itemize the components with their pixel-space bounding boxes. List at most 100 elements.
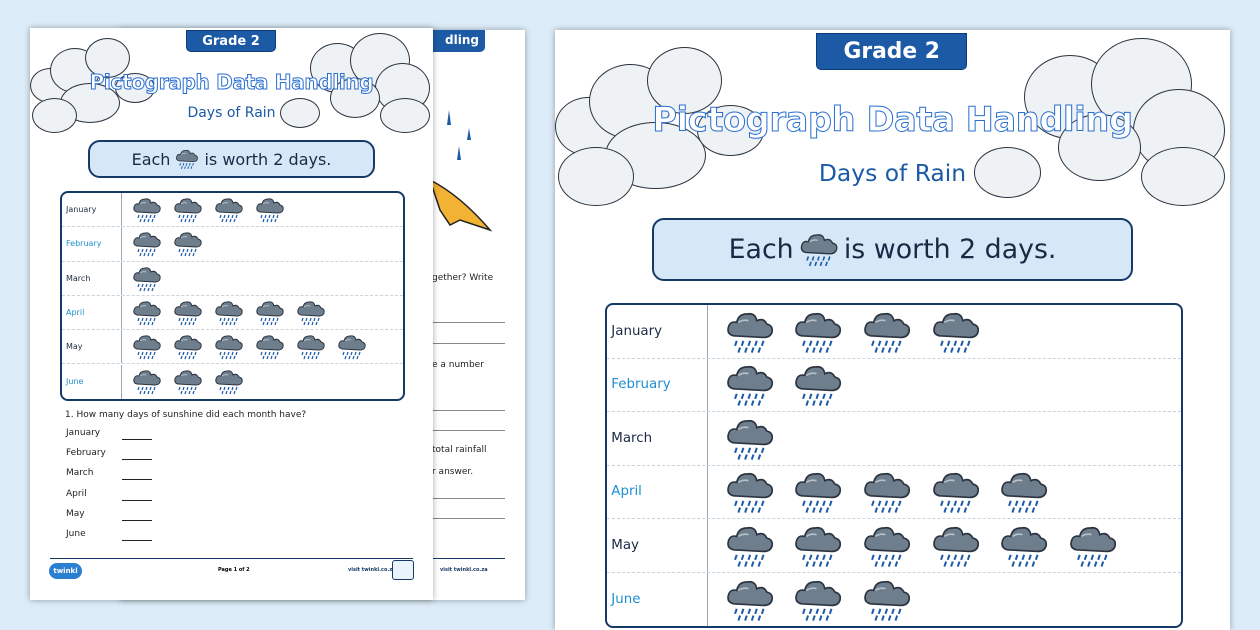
- answer-blank[interactable]: [122, 459, 152, 461]
- rain-cloud-icon: [256, 198, 284, 223]
- site-link: visit twinkl.co.za: [440, 567, 488, 573]
- key-suffix: is worth 2 days.: [843, 233, 1057, 265]
- worksheet: Grade 2 Pictograph Data Handling Days of…: [30, 28, 433, 600]
- key-prefix: Each: [131, 149, 171, 169]
- pictograph-icons: [122, 333, 367, 360]
- rain-cloud-icon: [726, 526, 773, 567]
- pictograph-icons: [122, 230, 203, 257]
- table-row: June: [62, 364, 403, 399]
- pictograph-icons: [122, 368, 244, 395]
- rain-cloud-icon: [726, 419, 773, 460]
- answer-month-label: March: [66, 468, 94, 479]
- answer-blank[interactable]: [122, 540, 152, 541]
- cloud-icon: [697, 105, 765, 156]
- table-row: May: [607, 519, 1182, 573]
- rain-cloud-icon: [174, 301, 202, 326]
- cloud-icon: [280, 98, 320, 128]
- rain-cloud-icon: [256, 335, 284, 360]
- rain-cloud-icon: [1001, 526, 1048, 567]
- rain-cloud-icon: [133, 198, 161, 223]
- rain-cloud-icon: [297, 301, 325, 326]
- text-fragment: total rainfall: [432, 445, 487, 455]
- rain-cloud-icon: [932, 526, 979, 567]
- month-label: January: [607, 305, 708, 358]
- rain-cloud-icon: [215, 335, 243, 360]
- cloud-icon: [558, 147, 634, 206]
- twinkl-logo: twinkl: [49, 563, 82, 579]
- rain-cloud-icon: [726, 473, 773, 514]
- pictograph-table: January February March April May June: [605, 303, 1184, 628]
- table-row: March: [62, 261, 403, 296]
- pictograph-icons: [708, 362, 844, 407]
- month-label: April: [62, 295, 122, 330]
- answer-blank[interactable]: [122, 479, 152, 481]
- month-label: May: [607, 519, 708, 572]
- rain-cloud-icon: [174, 198, 202, 223]
- pictograph-icons: [122, 265, 162, 292]
- pictograph-icons: [708, 309, 981, 354]
- month-label: June: [607, 572, 708, 626]
- rain-cloud-icon: [726, 580, 773, 621]
- grade-badge: Grade 2: [816, 33, 968, 71]
- answer-month-label: February: [66, 448, 106, 459]
- worksheet-page-1: Grade 2 Pictograph Data Handling Days of…: [30, 28, 433, 600]
- pictograph-icons: [122, 299, 326, 326]
- rain-cloud-icon: [795, 312, 842, 353]
- key-suffix: is worth 2 days.: [204, 149, 332, 169]
- cloud-icon: [32, 98, 77, 133]
- rain-cloud-icon: [174, 232, 202, 257]
- page-number: Page 1 of 2: [218, 567, 250, 573]
- month-label: March: [607, 412, 708, 465]
- rain-cloud-icon: [297, 335, 325, 360]
- key-prefix: Each: [728, 233, 794, 265]
- worksheet-zoomed-preview: Grade 2 Pictograph Data Handling Days of…: [555, 30, 1230, 630]
- cloud-icon: [1057, 113, 1142, 181]
- pictograph-icons: [122, 196, 285, 223]
- pictograph-icons: [708, 469, 1050, 514]
- cloud-icon: [380, 98, 430, 133]
- answer-blank[interactable]: [122, 519, 152, 521]
- month-label: June: [62, 364, 122, 399]
- rain-cloud-icon: [932, 473, 979, 514]
- rain-cloud-icon: [133, 232, 161, 257]
- rain-cloud-icon: [932, 312, 979, 353]
- rain-cloud-icon: [133, 267, 161, 291]
- cloud-icon: [330, 78, 380, 118]
- cloud-icon: [1141, 147, 1226, 206]
- rain-cloud-icon: [795, 366, 842, 407]
- worksheet-subtitle: Days of Rain: [818, 159, 967, 187]
- cloud-icon: [647, 46, 723, 114]
- answer-month-label: June: [66, 529, 86, 539]
- rain-cloud-icon: [800, 234, 838, 267]
- rain-cloud-icon: [215, 198, 243, 223]
- rain-cloud-icon: [133, 335, 161, 360]
- month-label: April: [607, 465, 708, 518]
- rain-cloud-icon: [174, 370, 202, 395]
- table-row: April: [607, 465, 1182, 519]
- answer-blank[interactable]: [122, 499, 152, 501]
- table-row: January: [607, 305, 1182, 359]
- rain-cloud-icon: [215, 301, 243, 326]
- table-row: February: [607, 358, 1182, 412]
- rain-cloud-icon: [338, 335, 366, 360]
- rain-cloud-icon: [133, 370, 161, 395]
- table-row: May: [62, 330, 403, 365]
- text-fragment: r answer.: [432, 467, 474, 477]
- worksheet: Grade 2 Pictograph Data Handling Days of…: [555, 30, 1230, 630]
- text-fragment: gether? Write: [432, 273, 494, 283]
- answer-blank[interactable]: [122, 439, 152, 440]
- quality-seal-icon: [392, 560, 414, 580]
- table-row: January: [62, 193, 403, 228]
- umbrella-icon: [428, 110, 493, 232]
- rain-cloud-icon: [795, 473, 842, 514]
- text-fragment: e a number: [432, 360, 484, 370]
- worksheet-title: Pictograph Data Handling: [89, 70, 374, 95]
- rain-cloud-icon: [133, 301, 161, 326]
- answer-month-label: January: [66, 428, 101, 438]
- rain-cloud-icon: [864, 580, 910, 621]
- question-1: 1. How many days of sunshine did each mo…: [65, 410, 307, 420]
- pictograph-icons: [708, 416, 775, 461]
- key-banner: Each is worth 2 days.: [652, 217, 1133, 282]
- rain-cloud-icon: [864, 473, 910, 514]
- grade-badge: Grade 2: [186, 30, 276, 52]
